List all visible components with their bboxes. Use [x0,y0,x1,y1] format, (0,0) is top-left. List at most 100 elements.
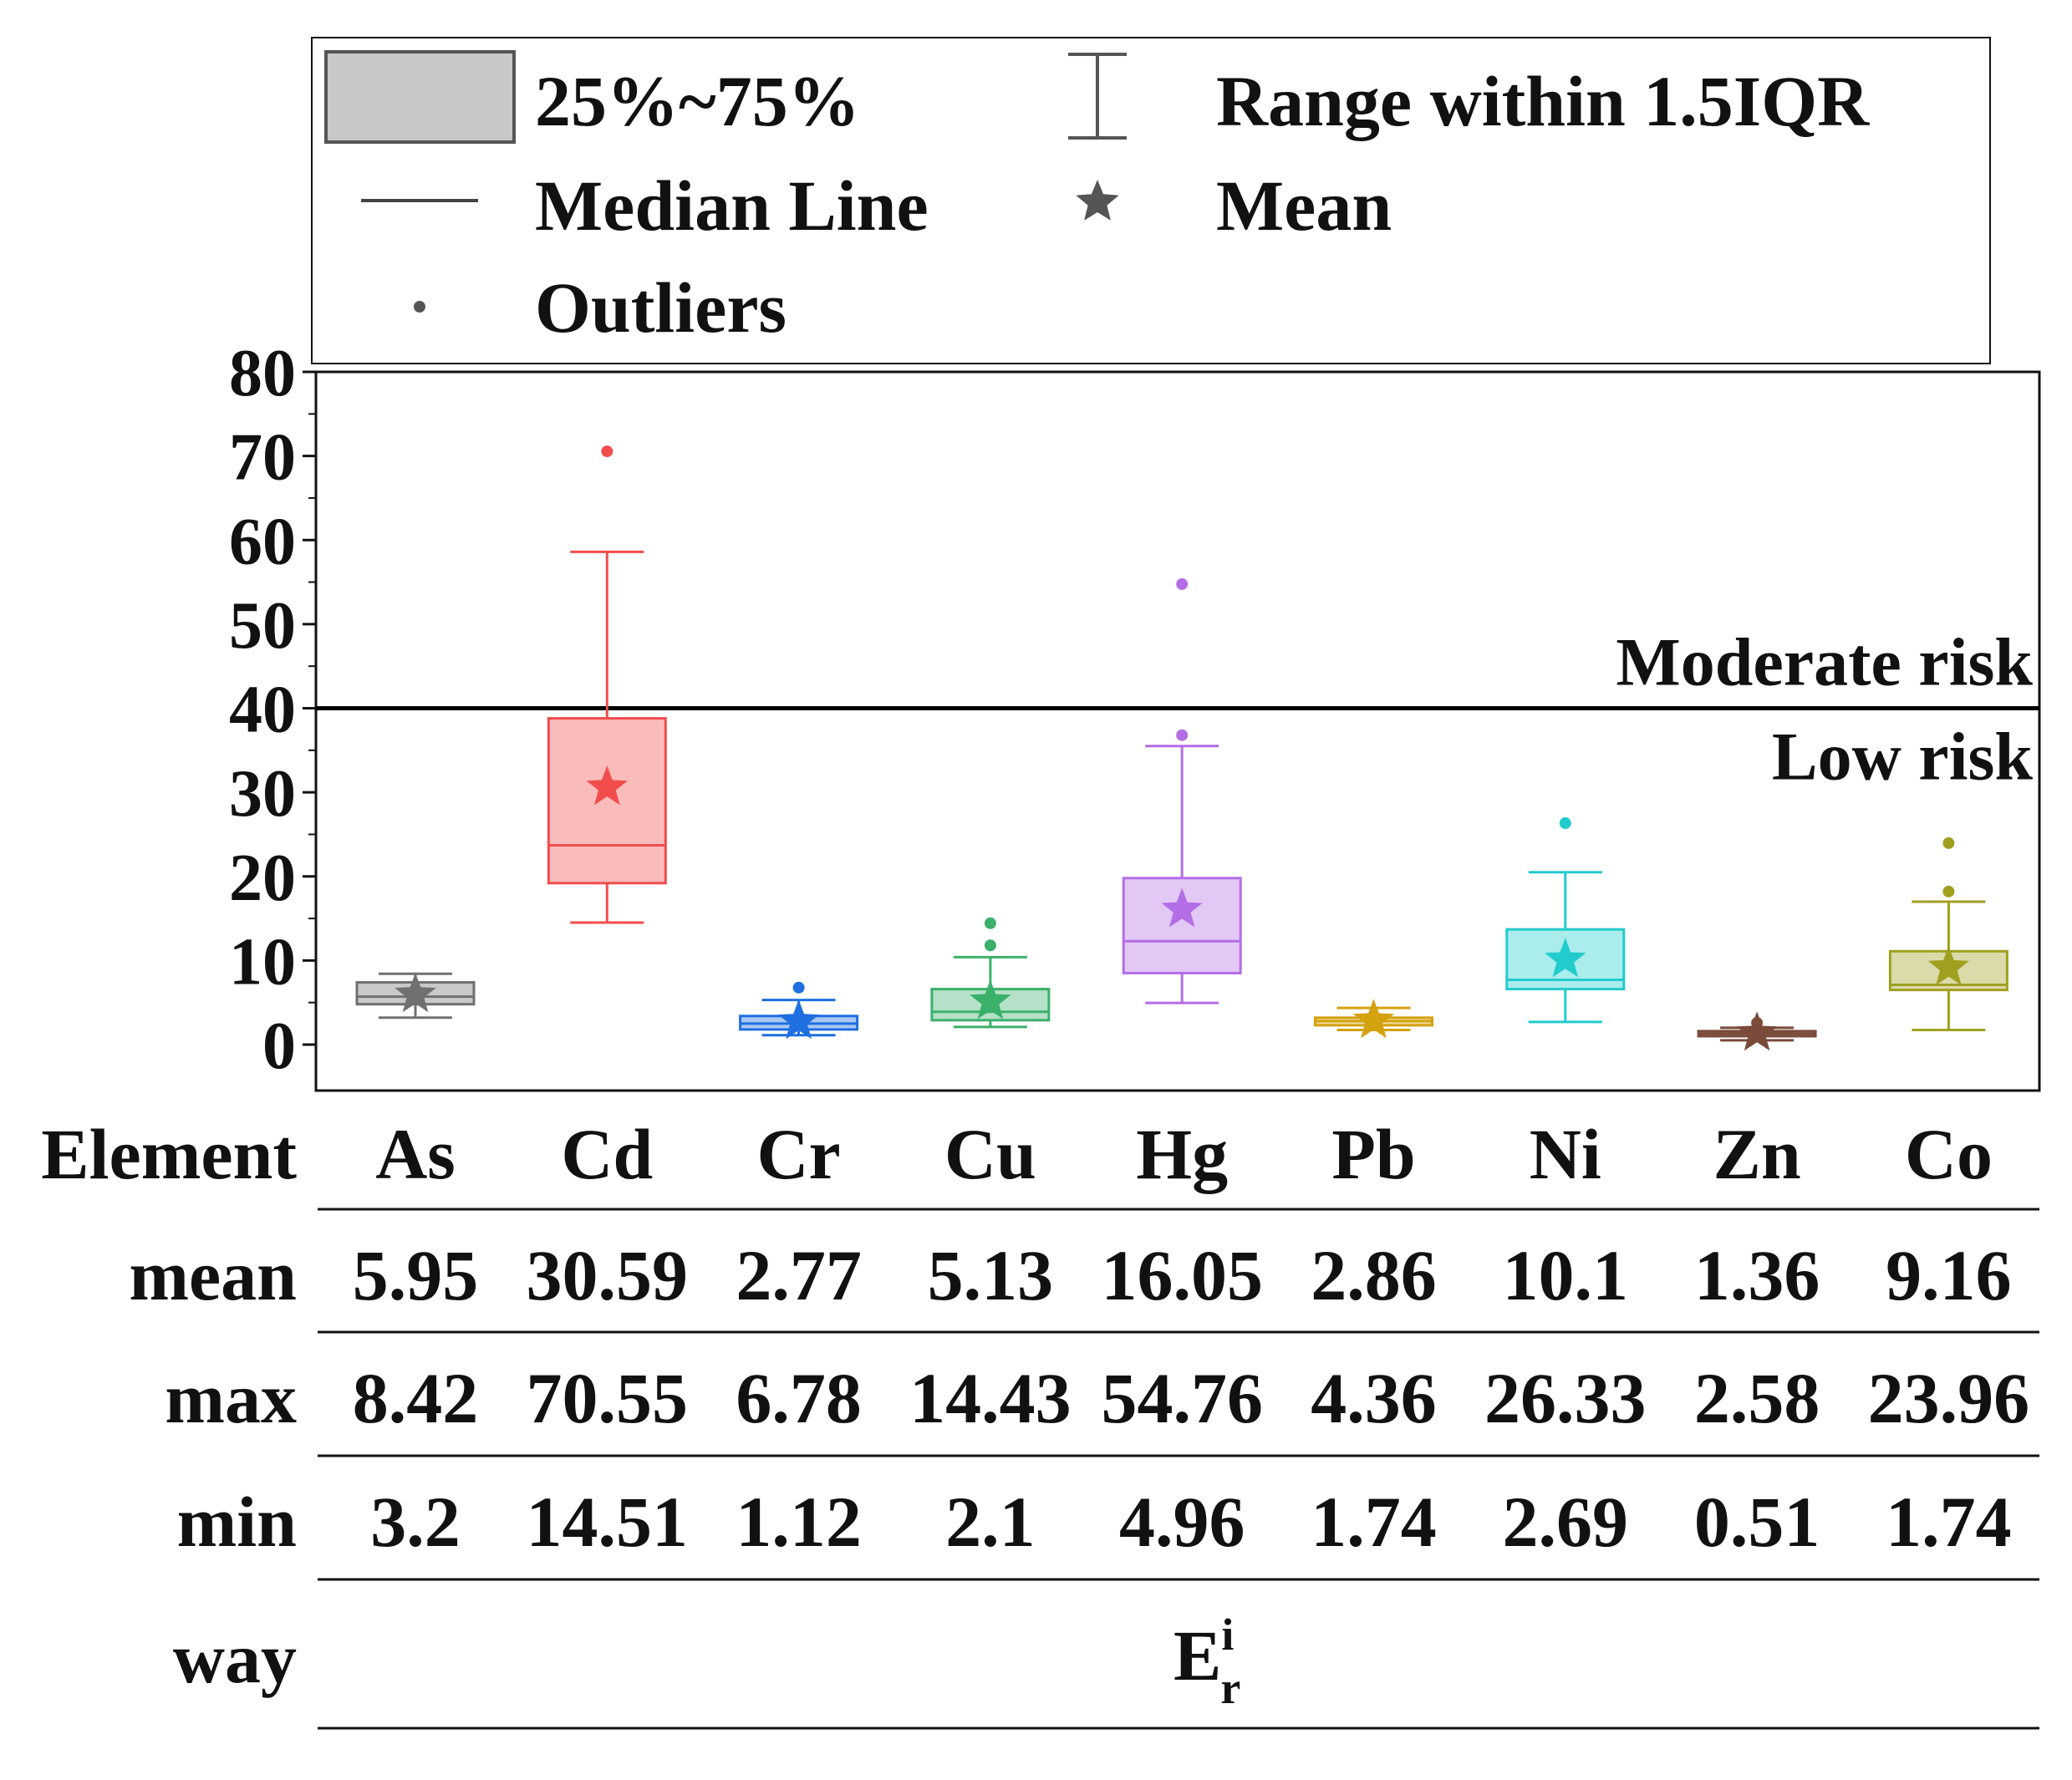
table-header-pb: Pb [1331,1114,1415,1194]
box-cd [547,445,667,924]
table-row-label-max: max [165,1358,297,1438]
way-symbol-superscript: i [1221,1610,1234,1660]
y-tick-label: 70 [229,421,296,495]
mean-star [1736,1011,1778,1051]
box-co [1888,837,2008,1031]
legend-box-label: 25%~75% [535,61,860,141]
outlier-point [1751,1017,1764,1030]
table-cell: 4.96 [1119,1482,1245,1562]
table-cell: 1.36 [1694,1235,1820,1315]
mean-star [395,973,436,1013]
table-cell: 26.33 [1484,1358,1647,1438]
table-header-cr: Cr [756,1114,840,1194]
mean-star [777,999,820,1040]
table-header-zn: Zn [1713,1114,1800,1194]
table-cell: 1.74 [1886,1482,2012,1562]
outlier-point [1942,837,1955,849]
table-cell: 6.78 [736,1358,862,1438]
legend-outliers-label: Outliers [535,267,787,348]
table-cell: 2.77 [736,1235,862,1315]
outlier-point [1942,885,1955,898]
y-tick-label: 50 [229,589,296,663]
iqr-box [547,717,667,885]
table-cell: 2.69 [1503,1482,1629,1562]
table-cell: 10.1 [1503,1235,1629,1315]
mean-star [1927,945,1970,985]
mean-star [1161,887,1203,928]
table-cell: 2.86 [1311,1235,1437,1315]
box-plots [355,445,2008,1051]
table-cell: 16.05 [1101,1235,1263,1315]
table-cell: 4.36 [1311,1358,1437,1438]
threshold-label-moderate: Moderate risk [1616,624,2033,700]
legend-mean-star-icon [1076,180,1119,221]
table-cell: 5.95 [353,1235,479,1315]
box-hg [1122,577,1242,1004]
way-symbol-base: E [1173,1615,1221,1696]
outlier-point [984,917,996,929]
stats-table: Element As Cd Cr Cu Hg Pb Ni Zn Co mean 5.95 30.59… [41,1114,2039,1730]
table-header-cu: Cu [944,1114,1036,1194]
legend-mean-label: Mean [1216,165,1392,246]
y-tick-label: 40 [229,674,296,747]
outlier-point [1176,577,1189,590]
y-tick-label: 20 [229,842,296,915]
table-header-co: Co [1905,1114,1993,1194]
table-cell: 2.58 [1694,1358,1820,1438]
threshold-label-low: Low risk [1772,719,2034,795]
table-cell: 70.55 [527,1358,689,1438]
box-pb [1314,999,1433,1039]
table-cell: 14.43 [909,1358,1072,1438]
table-cell: 0.51 [1694,1482,1820,1562]
table-row-label-mean: mean [129,1235,297,1315]
table-cell: 9.16 [1886,1235,2012,1315]
outlier-point [792,981,805,994]
y-tick-label: 80 [229,337,296,410]
box-as [355,972,476,1020]
table-way-symbol: Ei r [1173,1610,1240,1713]
legend-box-swatch [324,50,516,144]
box-cu [930,917,1051,1029]
legend-whisker-label: Range within 1.5IQR [1216,61,1870,141]
way-symbol-subscript: r [1220,1663,1240,1713]
outlier-point [601,445,613,458]
table-way-label: way [173,1618,297,1698]
mean-star [1352,999,1395,1039]
legend-frame [311,37,1991,364]
table-cell: 8.42 [353,1358,479,1438]
plot-frame [314,370,2041,1092]
table-cell: 1.12 [736,1482,862,1562]
table-cell: 30.59 [527,1235,689,1315]
table-cell: 54.76 [1101,1358,1263,1438]
legend-median-label: Median Line [535,165,929,246]
table-header-cells: As Cd Cr Cu Hg Pb Ni Zn Co [375,1114,1993,1194]
table-header-cd: Cd [561,1114,653,1194]
table-header-ni: Ni [1530,1114,1601,1194]
table-row-label-min: min [177,1482,297,1562]
risk-threshold: Moderate risk Low risk [316,624,2039,795]
table-header-element: Element [41,1114,297,1194]
box-zn [1697,1011,1817,1051]
table-cell: 2.1 [945,1482,1036,1562]
legend-outlier-dot-icon [414,301,425,313]
table-cell: 23.96 [1868,1358,2030,1438]
y-tick-label: 10 [229,925,296,999]
box-ni [1505,817,1626,1024]
y-tick-label: 60 [229,505,296,578]
y-tick-label: 30 [229,757,296,831]
outlier-point [1559,817,1571,830]
y-tick-label: 0 [262,1010,296,1083]
table-cell: 14.51 [527,1482,689,1562]
y-axis: 0 10 20 30 40 50 60 70 80 [229,337,316,1083]
legend-whisker-icon [1068,53,1127,140]
table-cell: 5.13 [928,1235,1054,1315]
mean-star [586,765,628,806]
box-cr [739,981,859,1040]
mean-star [1545,938,1586,978]
table-cell: 1.74 [1311,1482,1437,1562]
table-header-as: As [375,1114,456,1194]
mean-star [970,979,1011,1020]
outlier-point [1176,729,1189,741]
table-rows: mean 5.95 30.59 2.77 5.13 16.05 2.86 10.1 1.36 9.… [129,1208,2039,1730]
